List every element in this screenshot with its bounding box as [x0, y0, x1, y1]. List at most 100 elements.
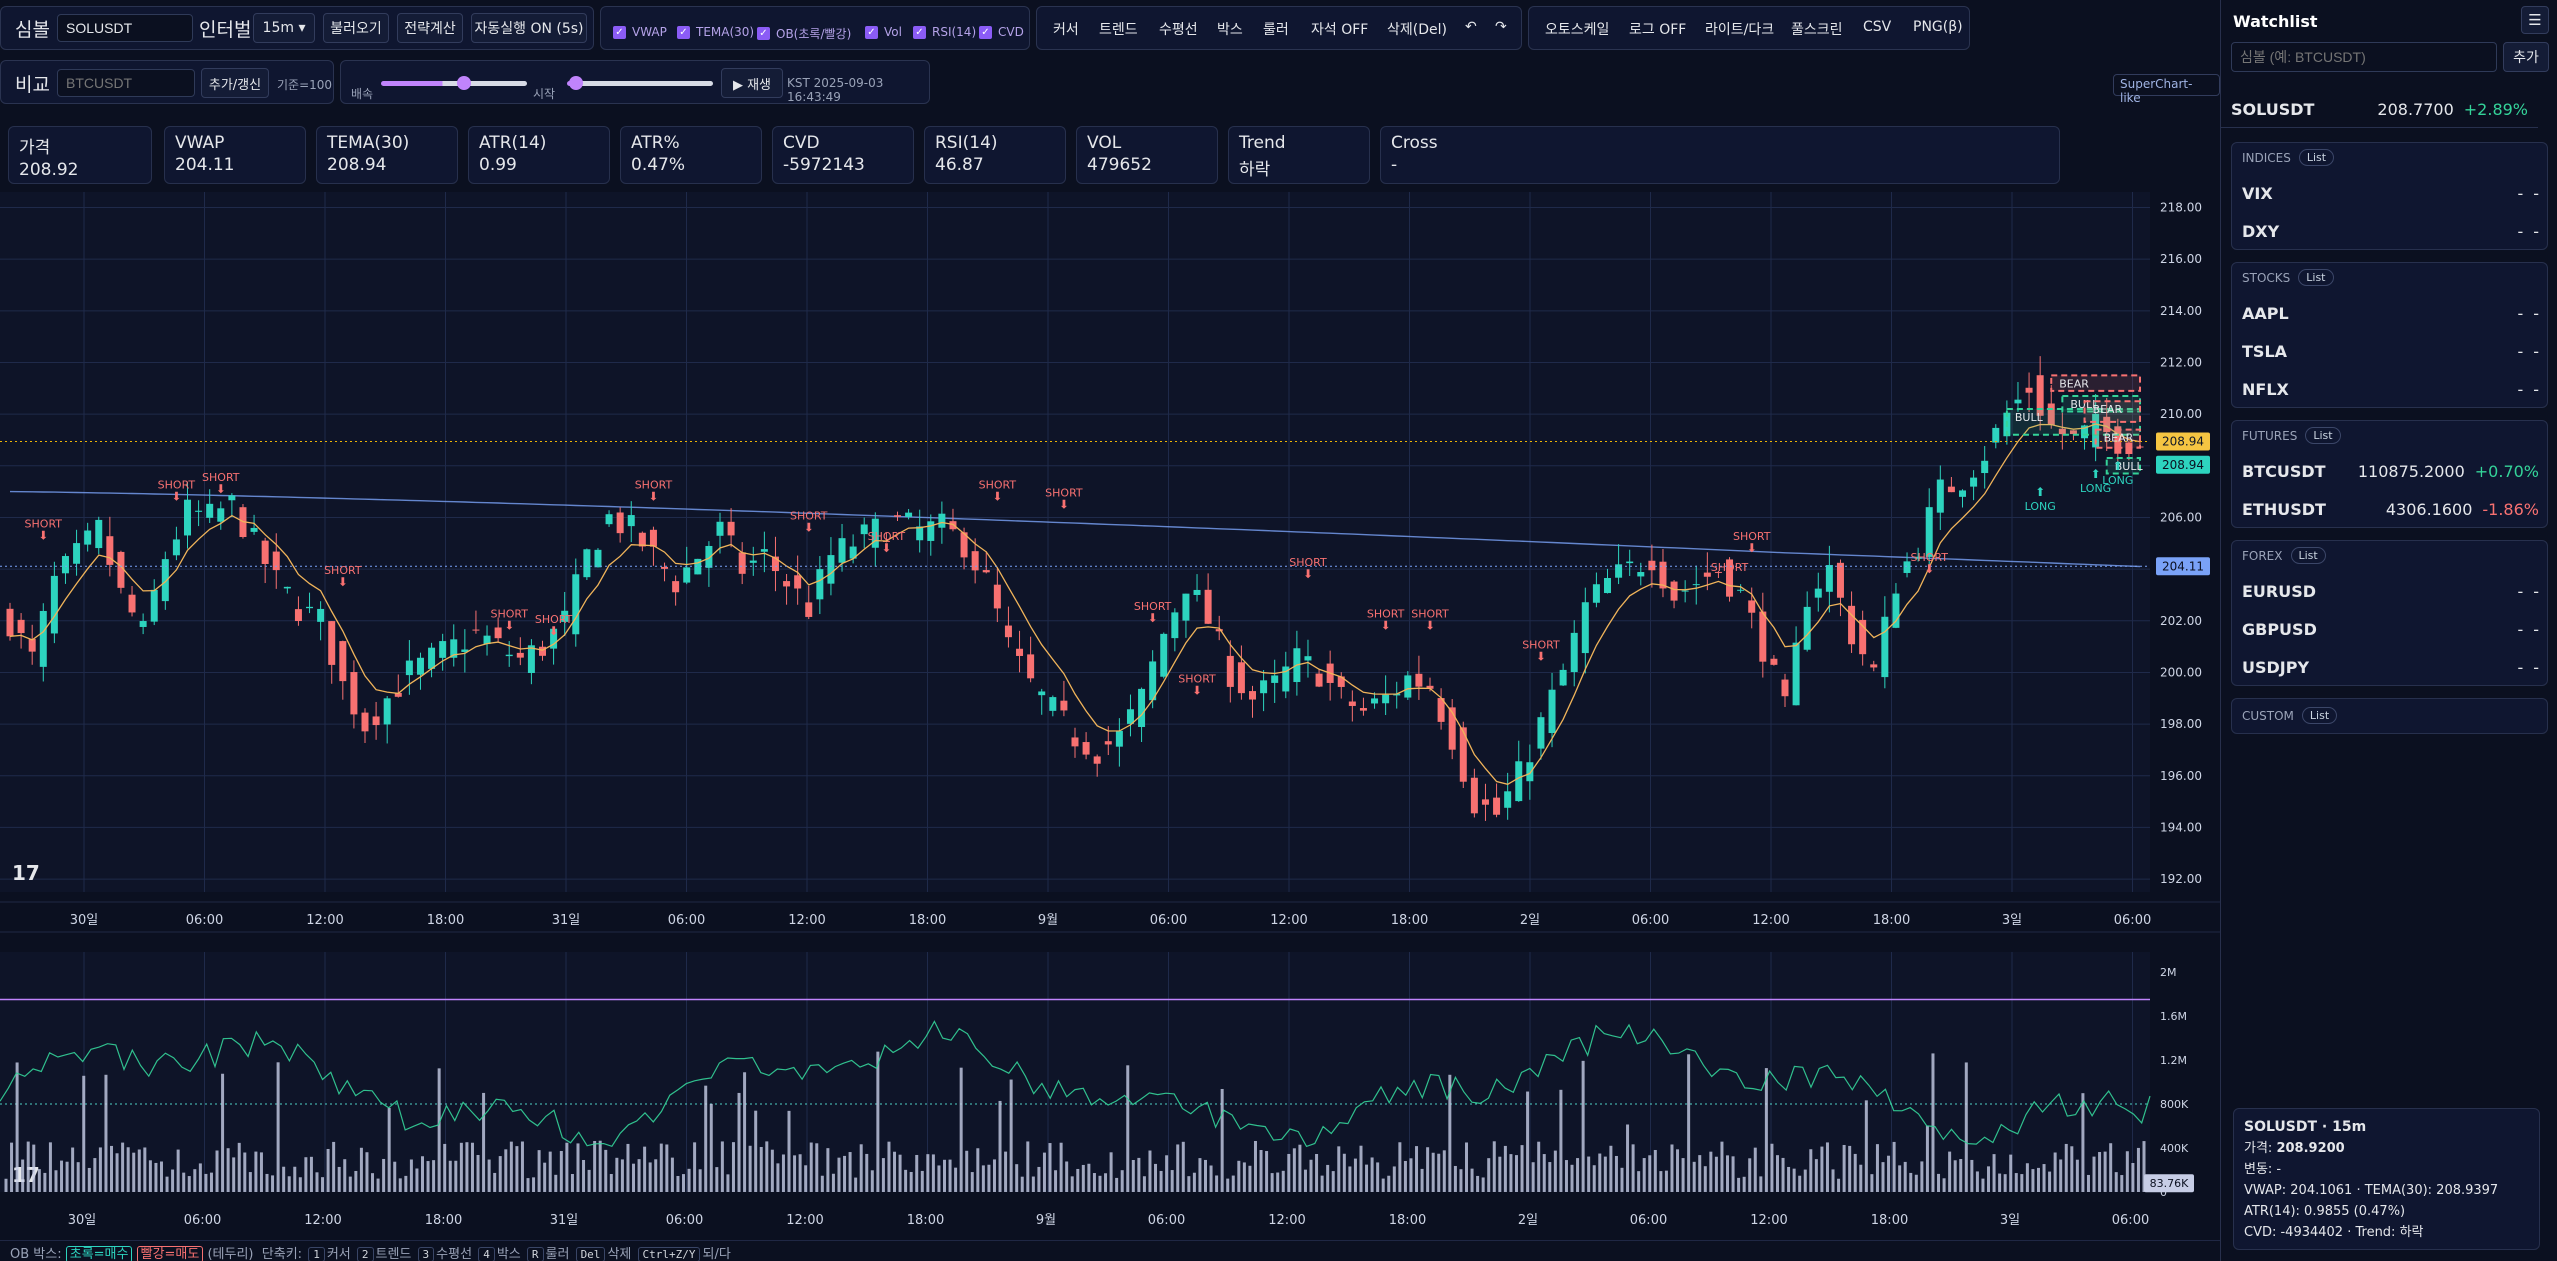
watchlist-add-button[interactable]: 추가	[2503, 42, 2549, 72]
log-toggle[interactable]: 로그 OFF	[1629, 22, 1687, 38]
undo-icon[interactable]: ↶	[1465, 19, 1477, 35]
price-chart-svg[interactable]: 218.00216.00214.00212.00210.00208.00206.…	[0, 192, 2220, 1242]
load-button[interactable]: 불러오기	[323, 13, 389, 43]
tool-ruler[interactable]: 룰러	[1263, 22, 1289, 38]
compare-input[interactable]	[57, 69, 195, 97]
signal-label: SHORT	[535, 613, 573, 626]
ob-legend-label: OB 박스:	[10, 1247, 62, 1261]
candle-body	[871, 518, 879, 548]
start-slider[interactable]	[567, 76, 713, 90]
candle-body	[250, 527, 258, 532]
png-button[interactable]: PNG(β)	[1913, 19, 1963, 35]
interval-select[interactable]: 15m ▾	[253, 13, 315, 43]
volume-bar	[726, 1174, 730, 1192]
autorun-button[interactable]: 자동실행 ON (5s)	[471, 13, 587, 43]
volume-bar	[604, 1149, 608, 1192]
volume-bar	[532, 1177, 536, 1192]
watchlist-search-input[interactable]	[2231, 42, 2497, 72]
chart-area[interactable]: 218.00216.00214.00212.00210.00208.00206.…	[0, 192, 2220, 1242]
volume-bar	[1859, 1164, 1863, 1192]
toggle-rsi[interactable]: ✓ RSI(14)	[913, 25, 976, 39]
candle-body	[1282, 666, 1290, 692]
watchlist-item[interactable]: VIX - -	[2242, 183, 2539, 203]
order-block-box	[2083, 400, 2141, 423]
candle-body	[1825, 565, 1833, 592]
autoscale-button[interactable]: 오토스케일	[1545, 22, 1610, 38]
list-button[interactable]: List	[2298, 269, 2334, 286]
candle-body	[1470, 777, 1478, 814]
watchlist-item[interactable]: EURUSD - -	[2242, 581, 2539, 601]
volume-bar	[1076, 1168, 1080, 1192]
watchlist-item[interactable]: BTCUSDT 110875.2000 +0.70%	[2242, 461, 2539, 481]
volume-bar	[43, 1172, 47, 1192]
volume-bar	[404, 1175, 408, 1192]
volume-bar	[2131, 1163, 2135, 1192]
watchlist-item[interactable]: TSLA - -	[2242, 341, 2539, 361]
list-button[interactable]: List	[2298, 149, 2335, 166]
volume-bar	[1792, 1168, 1796, 1192]
watchlist-item[interactable]: AAPL - -	[2242, 303, 2539, 323]
tool-box[interactable]: 박스	[1217, 22, 1243, 38]
group-header: FOREX List	[2242, 547, 2326, 564]
volume-bar	[1004, 1151, 1008, 1192]
candle-body	[627, 515, 635, 527]
list-button[interactable]: List	[2301, 707, 2338, 724]
volume-bar	[332, 1141, 336, 1192]
volume-bar	[159, 1161, 163, 1192]
watchlist-item[interactable]: ETHUSDT 4306.1600 -1.86%	[2242, 499, 2539, 519]
strategy-button[interactable]: 전략계산	[397, 13, 463, 43]
volume-bar	[432, 1160, 436, 1192]
compare-button[interactable]: 추가/갱신	[201, 68, 269, 98]
volume-bar	[1198, 1158, 1202, 1192]
play-button[interactable]: ▶ 재생	[721, 68, 783, 98]
signal-label: SHORT	[1711, 561, 1749, 574]
speed-slider-handle[interactable]	[457, 76, 471, 90]
toggle-ob[interactable]: ✓ OB(초록/빨강)	[757, 25, 851, 42]
watchlist-item[interactable]: NFLX - -	[2242, 379, 2539, 399]
watchlist-item[interactable]: USDJPY - -	[2242, 657, 2539, 677]
volume-bar	[598, 1140, 602, 1192]
volume-bar	[787, 1110, 791, 1192]
menu-icon[interactable]: ☰	[2521, 6, 2549, 34]
theme-toggle[interactable]: 라이트/다크	[1705, 22, 1775, 38]
delete-tool[interactable]: 삭제(Del)	[1387, 22, 1447, 38]
redo-icon[interactable]: ↷	[1495, 19, 1507, 35]
symbol-info-panel: SOLUSDT · 15m 가격: 208.9200 변동: - VWAP: 2…	[2233, 1108, 2540, 1250]
toggle-cvd[interactable]: ✓ CVD	[979, 25, 1024, 39]
speed-slider[interactable]	[381, 76, 527, 90]
candle-body	[106, 536, 114, 565]
toggle-vol[interactable]: ✓ Vol	[865, 25, 902, 39]
candle-body	[1570, 632, 1578, 673]
watchlist-item-solusdt[interactable]: SOLUSDT 208.7700 +2.89%	[2221, 92, 2538, 128]
candle-body	[1659, 561, 1667, 589]
candle-body	[317, 608, 325, 622]
candle-body	[705, 545, 713, 568]
order-block-box	[2105, 457, 2141, 475]
watchlist-item[interactable]: DXY - -	[2242, 221, 2539, 241]
fullscreen-button[interactable]: 풀스크린	[1791, 22, 1843, 38]
candle-body	[1082, 742, 1090, 755]
list-button[interactable]: List	[2305, 427, 2341, 444]
toggle-tema[interactable]: ✓ TEMA(30)	[677, 25, 754, 39]
start-slider-handle[interactable]	[569, 76, 583, 90]
volume-bar	[498, 1156, 502, 1192]
candle-body	[1304, 656, 1312, 661]
y-tick-label: 202.00	[2160, 614, 2202, 628]
candle-body	[294, 609, 302, 622]
volume-bar	[2075, 1159, 2079, 1192]
volume-bar	[1253, 1140, 1257, 1192]
tool-trend[interactable]: 트렌드	[1099, 22, 1138, 38]
tool-hline[interactable]: 수평선	[1159, 22, 1198, 38]
symbol-input[interactable]	[57, 14, 193, 42]
last-price-tag-bg	[2156, 455, 2210, 474]
watchlist-item[interactable]: GBPUSD - -	[2242, 619, 2539, 639]
toggle-vwap[interactable]: ✓ VWAP	[613, 25, 667, 39]
csv-button[interactable]: CSV	[1863, 19, 1892, 35]
shortcut-label: 단축키:	[261, 1247, 303, 1261]
shortcut-key: 4	[478, 1247, 495, 1261]
candle-body	[783, 581, 791, 587]
candle-body	[1260, 680, 1268, 694]
magnet-toggle[interactable]: 자석 OFF	[1311, 22, 1369, 38]
list-button[interactable]: List	[2290, 547, 2326, 564]
tool-cursor[interactable]: 커서	[1053, 22, 1079, 38]
